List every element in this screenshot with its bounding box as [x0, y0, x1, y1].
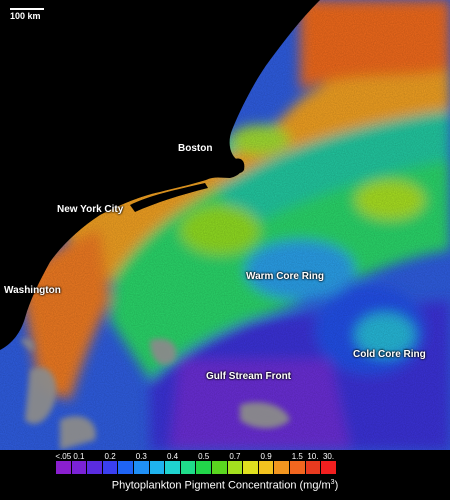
legend-swatch	[56, 461, 71, 474]
legend-tick-label: 30.	[322, 452, 335, 461]
scale-bar	[10, 8, 44, 10]
legend-swatch	[243, 461, 258, 474]
legend-swatch	[165, 461, 180, 474]
long-island	[130, 183, 208, 212]
legend-swatch	[102, 461, 118, 474]
legend-title-text: Phytoplankton Pigment Concentration (mg/…	[111, 479, 331, 492]
legend-swatch	[305, 461, 321, 474]
legend-swatch	[180, 461, 196, 474]
place-label-new-york: New York City	[57, 204, 124, 215]
place-label-washington: Washington	[4, 285, 61, 296]
legend-swatch	[118, 461, 133, 474]
legend-swatch	[227, 461, 243, 474]
legend-swatch	[196, 461, 211, 474]
legend-ticks: <.05 0.1 0.2 0.3 0.4 0.5 0.7 0.9 1.5 10. 30.	[0, 452, 450, 462]
chlorophyll-map	[0, 0, 450, 450]
legend-swatch	[149, 461, 165, 474]
legend-tick-label: 0.9	[260, 452, 272, 461]
legend-title-sup: 3	[330, 479, 335, 486]
legend-swatch	[133, 461, 149, 474]
feature-label-gulf-stream-front: Gulf Stream Front	[206, 371, 292, 382]
feature-label-cold-core-ring: Cold Core Ring	[353, 349, 426, 360]
feature-label-warm-core-ring: Warm Core Ring	[246, 271, 324, 282]
legend-title-end: )	[334, 479, 339, 492]
legend-swatch	[289, 461, 305, 474]
legend-tick-label: 0.2	[104, 452, 116, 461]
legend-tick-label: 0.5	[198, 452, 210, 461]
legend-tick-label: 0.3	[135, 452, 147, 461]
legend-tick-label: 1.5	[291, 452, 303, 461]
legend-tick-label: 10.	[307, 452, 319, 461]
legend-tick-label: 0.1	[73, 452, 85, 461]
place-label-boston: Boston	[178, 143, 213, 154]
scale-label: 100 km	[10, 11, 41, 21]
land-mass	[0, 0, 320, 350]
legend-swatch	[71, 461, 87, 474]
legend-swatch	[87, 461, 102, 474]
legend-tick-label: 0.4	[166, 452, 179, 461]
legend-tick-label: <.05	[55, 452, 72, 461]
legend-swatch	[258, 461, 274, 474]
legend-title: Phytoplankton Pigment Concentration (mg/…	[0, 479, 450, 492]
legend-swatch	[274, 461, 289, 474]
color-legend: <.05 0.1 0.2 0.3 0.4 0.5 0.7 0.9 1.5 10. 30. Phyto…	[0, 450, 450, 500]
legend-swatch	[211, 461, 227, 474]
cape-cod	[232, 158, 245, 173]
legend-swatches	[56, 461, 337, 474]
legend-swatch	[321, 461, 336, 474]
legend-tick-label: 0.7	[229, 452, 241, 461]
